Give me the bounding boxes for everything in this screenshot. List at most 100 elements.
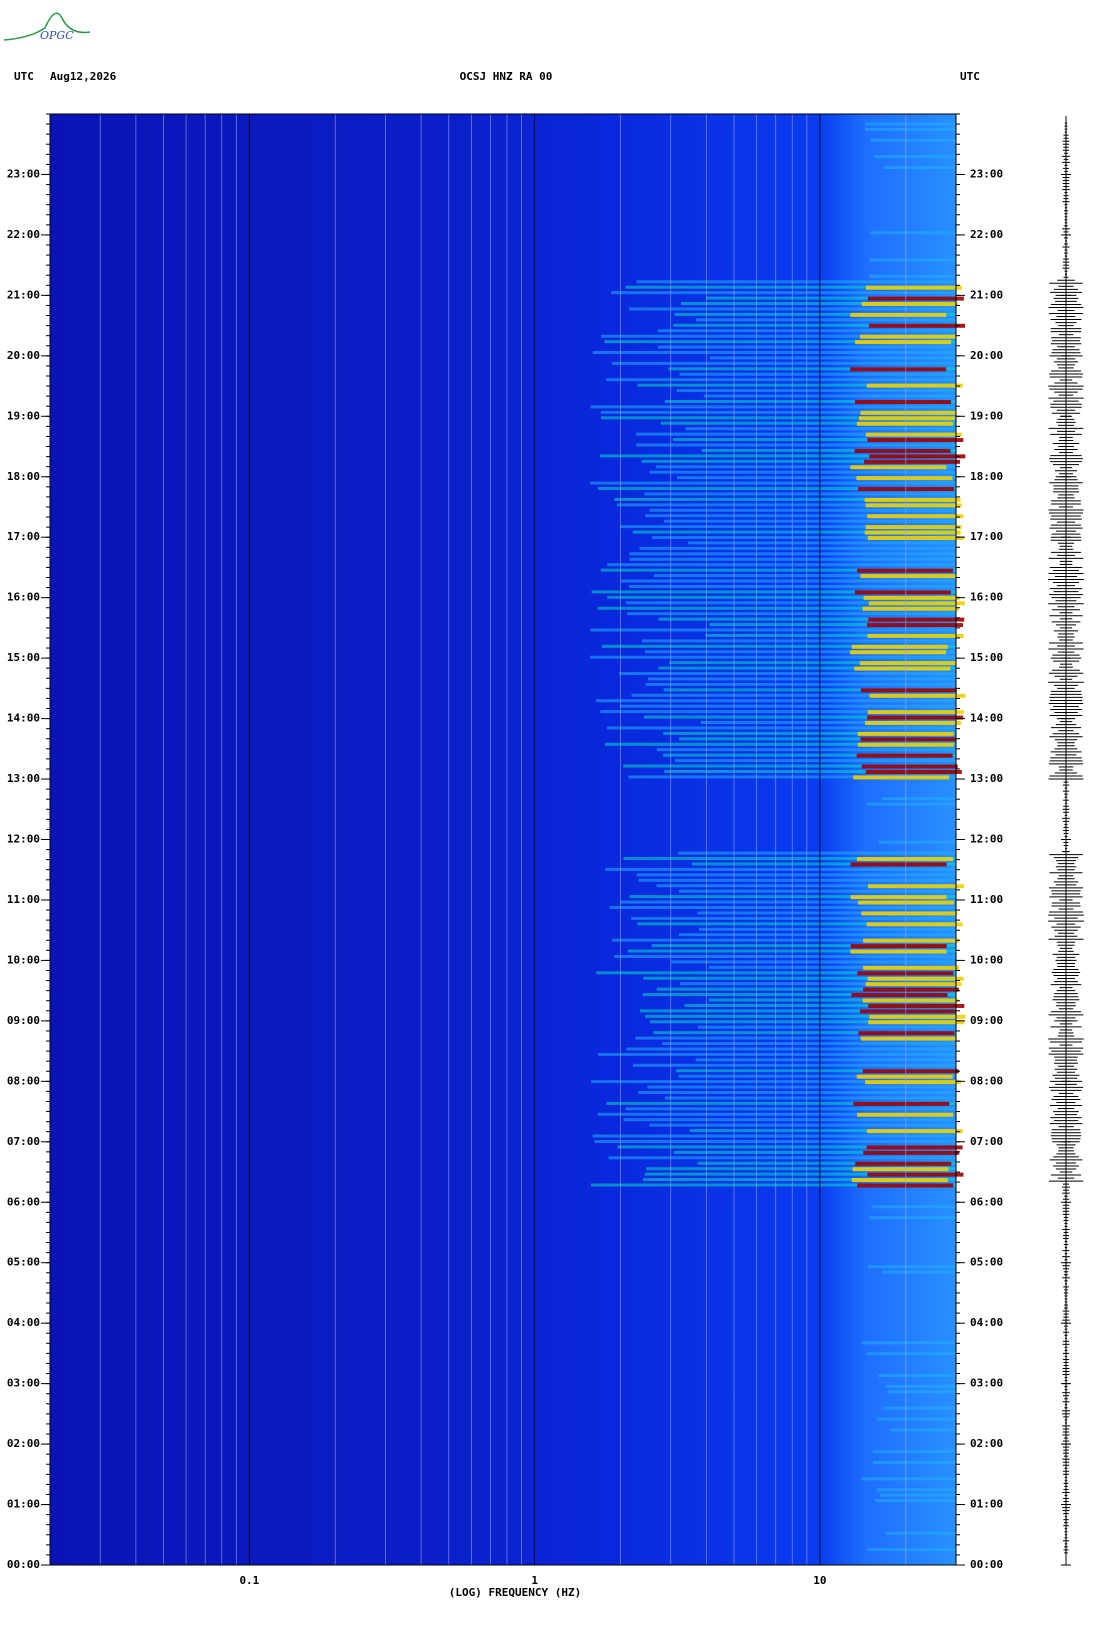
- y-tick-label: 01:00: [7, 1498, 40, 1511]
- texture-stripe: [685, 427, 956, 431]
- texture-stripe: [651, 535, 956, 539]
- texture-hot: [869, 454, 966, 459]
- texture-stripe: [590, 1183, 956, 1187]
- y-tick-label: 20:00: [7, 349, 40, 362]
- texture-stripe: [647, 677, 956, 681]
- texture-stripe: [873, 1461, 956, 1465]
- texture-stripe: [606, 726, 956, 730]
- texture-stripe: [605, 867, 956, 871]
- texture-stripe: [642, 1178, 956, 1182]
- texture-hot: [860, 574, 957, 579]
- texture-stripe: [597, 606, 956, 610]
- texture-stripe: [641, 459, 956, 463]
- texture-hot: [859, 1009, 956, 1014]
- texture-stripe: [697, 911, 956, 915]
- texture-stripe: [642, 993, 956, 997]
- texture-stripe: [680, 982, 956, 986]
- y-tick-label: 07:00: [7, 1135, 40, 1148]
- texture-hot: [857, 568, 954, 573]
- texture-hot: [867, 715, 964, 720]
- texture-hot: [859, 661, 956, 666]
- y-tick-label: 12:00: [7, 833, 40, 846]
- y-tick-label: 03:00: [7, 1377, 40, 1390]
- texture-stripe: [607, 563, 956, 567]
- texture-hot: [863, 938, 960, 943]
- texture-stripe: [625, 601, 956, 605]
- texture-hot: [855, 340, 952, 345]
- y-tick-label-right: 01:00: [970, 1498, 1003, 1511]
- texture-stripe: [672, 438, 956, 442]
- texture-stripe: [662, 1042, 956, 1046]
- texture-hot: [867, 1172, 964, 1177]
- texture-stripe: [882, 1270, 956, 1274]
- texture-stripe: [874, 1499, 956, 1503]
- y-tick-label: 19:00: [7, 409, 40, 422]
- texture-stripe: [614, 497, 956, 501]
- texture-stripe: [669, 661, 956, 665]
- texture-hot: [862, 606, 959, 611]
- texture-stripe: [637, 922, 956, 926]
- texture-hot: [865, 982, 962, 987]
- texture-hot: [858, 1031, 955, 1036]
- texture-stripe: [649, 470, 956, 474]
- texture-hot: [860, 1036, 957, 1041]
- texture-hot: [863, 1150, 960, 1155]
- texture-hot: [863, 595, 960, 600]
- texture-stripe: [606, 1101, 956, 1105]
- texture-stripe: [870, 138, 956, 142]
- texture-hot: [868, 884, 965, 889]
- texture-hot: [868, 601, 965, 606]
- texture-stripe: [598, 1052, 956, 1056]
- texture-hot: [861, 911, 958, 916]
- texture-stripe: [663, 688, 956, 692]
- texture-stripe: [692, 862, 956, 866]
- texture-hot: [869, 1014, 966, 1019]
- texture-stripe: [880, 1493, 956, 1497]
- texture-stripe: [878, 840, 956, 844]
- y-tick-label-right: 06:00: [970, 1195, 1003, 1208]
- texture-stripe: [872, 1450, 956, 1454]
- texture-hot: [850, 895, 947, 900]
- texture-stripe: [608, 1156, 956, 1160]
- texture-hot: [851, 644, 948, 649]
- x-axis-label: (LOG) FREQUENCY (HZ): [449, 1586, 581, 1599]
- texture-stripe: [590, 405, 956, 409]
- texture-stripe: [592, 350, 956, 354]
- texture-stripe: [663, 519, 956, 523]
- texture-stripe: [645, 650, 956, 654]
- texture-stripe: [676, 476, 956, 480]
- texture-hot: [859, 334, 956, 339]
- texture-stripe: [606, 378, 956, 382]
- texture-hot: [866, 922, 963, 927]
- texture-stripe: [673, 323, 956, 327]
- texture-stripe: [705, 633, 956, 637]
- y-tick-label: 15:00: [7, 651, 40, 664]
- texture-stripe: [678, 1074, 956, 1078]
- texture-stripe: [639, 546, 956, 550]
- texture-stripe: [625, 285, 956, 289]
- texture-hot: [860, 688, 957, 693]
- texture-stripe: [590, 628, 956, 632]
- texture-stripe: [708, 965, 956, 969]
- texture-hot: [856, 753, 953, 758]
- texture-hot: [861, 764, 958, 769]
- texture-hot: [853, 1101, 950, 1106]
- texture-stripe: [629, 895, 956, 899]
- texture-hot: [864, 459, 961, 464]
- y-tick-label: 05:00: [7, 1256, 40, 1269]
- texture-hot: [867, 710, 964, 715]
- texture-stripe: [676, 1069, 956, 1073]
- y-tick-label-right: 17:00: [970, 530, 1003, 543]
- texture-stripe: [876, 1417, 956, 1421]
- y-tick-label-right: 08:00: [970, 1074, 1003, 1087]
- texture-stripe: [866, 1352, 956, 1356]
- x-tick-label: 10: [813, 1574, 826, 1587]
- texture-hot: [865, 432, 962, 437]
- texture-hot: [866, 1129, 963, 1134]
- texture-stripe: [631, 916, 956, 920]
- y-tick-label-right: 12:00: [970, 833, 1003, 846]
- plot-frame: [49, 113, 957, 1566]
- texture-stripe: [689, 1129, 956, 1133]
- texture-stripe: [620, 579, 956, 583]
- texture-stripe: [629, 557, 956, 561]
